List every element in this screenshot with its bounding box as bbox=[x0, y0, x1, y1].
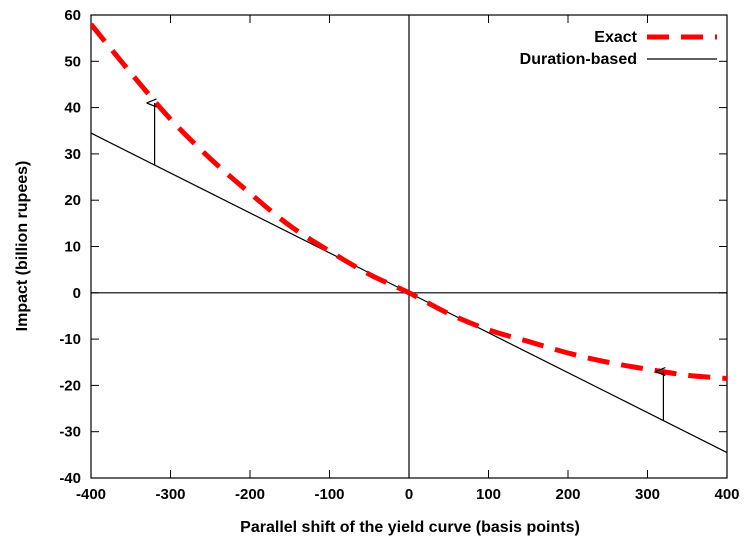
plot-series bbox=[91, 22, 727, 454]
x-tick-label: 300 bbox=[635, 486, 660, 503]
annotations bbox=[155, 103, 664, 421]
x-tick-label: 200 bbox=[555, 486, 580, 503]
y-tick-label: -10 bbox=[59, 331, 81, 348]
x-tick-label: 100 bbox=[476, 486, 501, 503]
x-tick-label: -300 bbox=[155, 486, 185, 503]
y-tick-label: 0 bbox=[73, 285, 81, 302]
x-tick-label: -100 bbox=[314, 486, 344, 503]
y-tick-label: -30 bbox=[59, 424, 81, 441]
y-tick-label: 30 bbox=[64, 146, 81, 163]
legend: Exact Duration-based bbox=[520, 29, 717, 68]
y-tick-label: 20 bbox=[64, 192, 81, 209]
x-tick-label: 400 bbox=[714, 486, 739, 503]
y-tick-label: 60 bbox=[64, 7, 81, 24]
y-tick-label: -40 bbox=[59, 470, 81, 487]
legend-label: Exact bbox=[594, 29, 637, 46]
x-axis-label: Parallel shift of the yield curve (basis… bbox=[240, 519, 580, 536]
x-tick-label: -400 bbox=[76, 486, 106, 503]
x-tick-label: -200 bbox=[235, 486, 265, 503]
axes bbox=[90, 14, 728, 479]
y-tick-label: 40 bbox=[64, 100, 81, 117]
x-tick-label: 0 bbox=[405, 486, 413, 503]
y-tick-label: -20 bbox=[59, 377, 81, 394]
y-axis-label: Impact (billion rupees) bbox=[14, 161, 31, 332]
tick-labels: -400 -300 -200 -100 0 100 200 300 400-40-30-20-1… bbox=[59, 7, 739, 503]
series-line-exact bbox=[91, 22, 727, 381]
tick-marks bbox=[90, 14, 728, 479]
y-tick-label: 10 bbox=[64, 239, 81, 256]
y-tick-label: 50 bbox=[64, 53, 81, 70]
legend-label: Duration-based bbox=[520, 51, 637, 68]
